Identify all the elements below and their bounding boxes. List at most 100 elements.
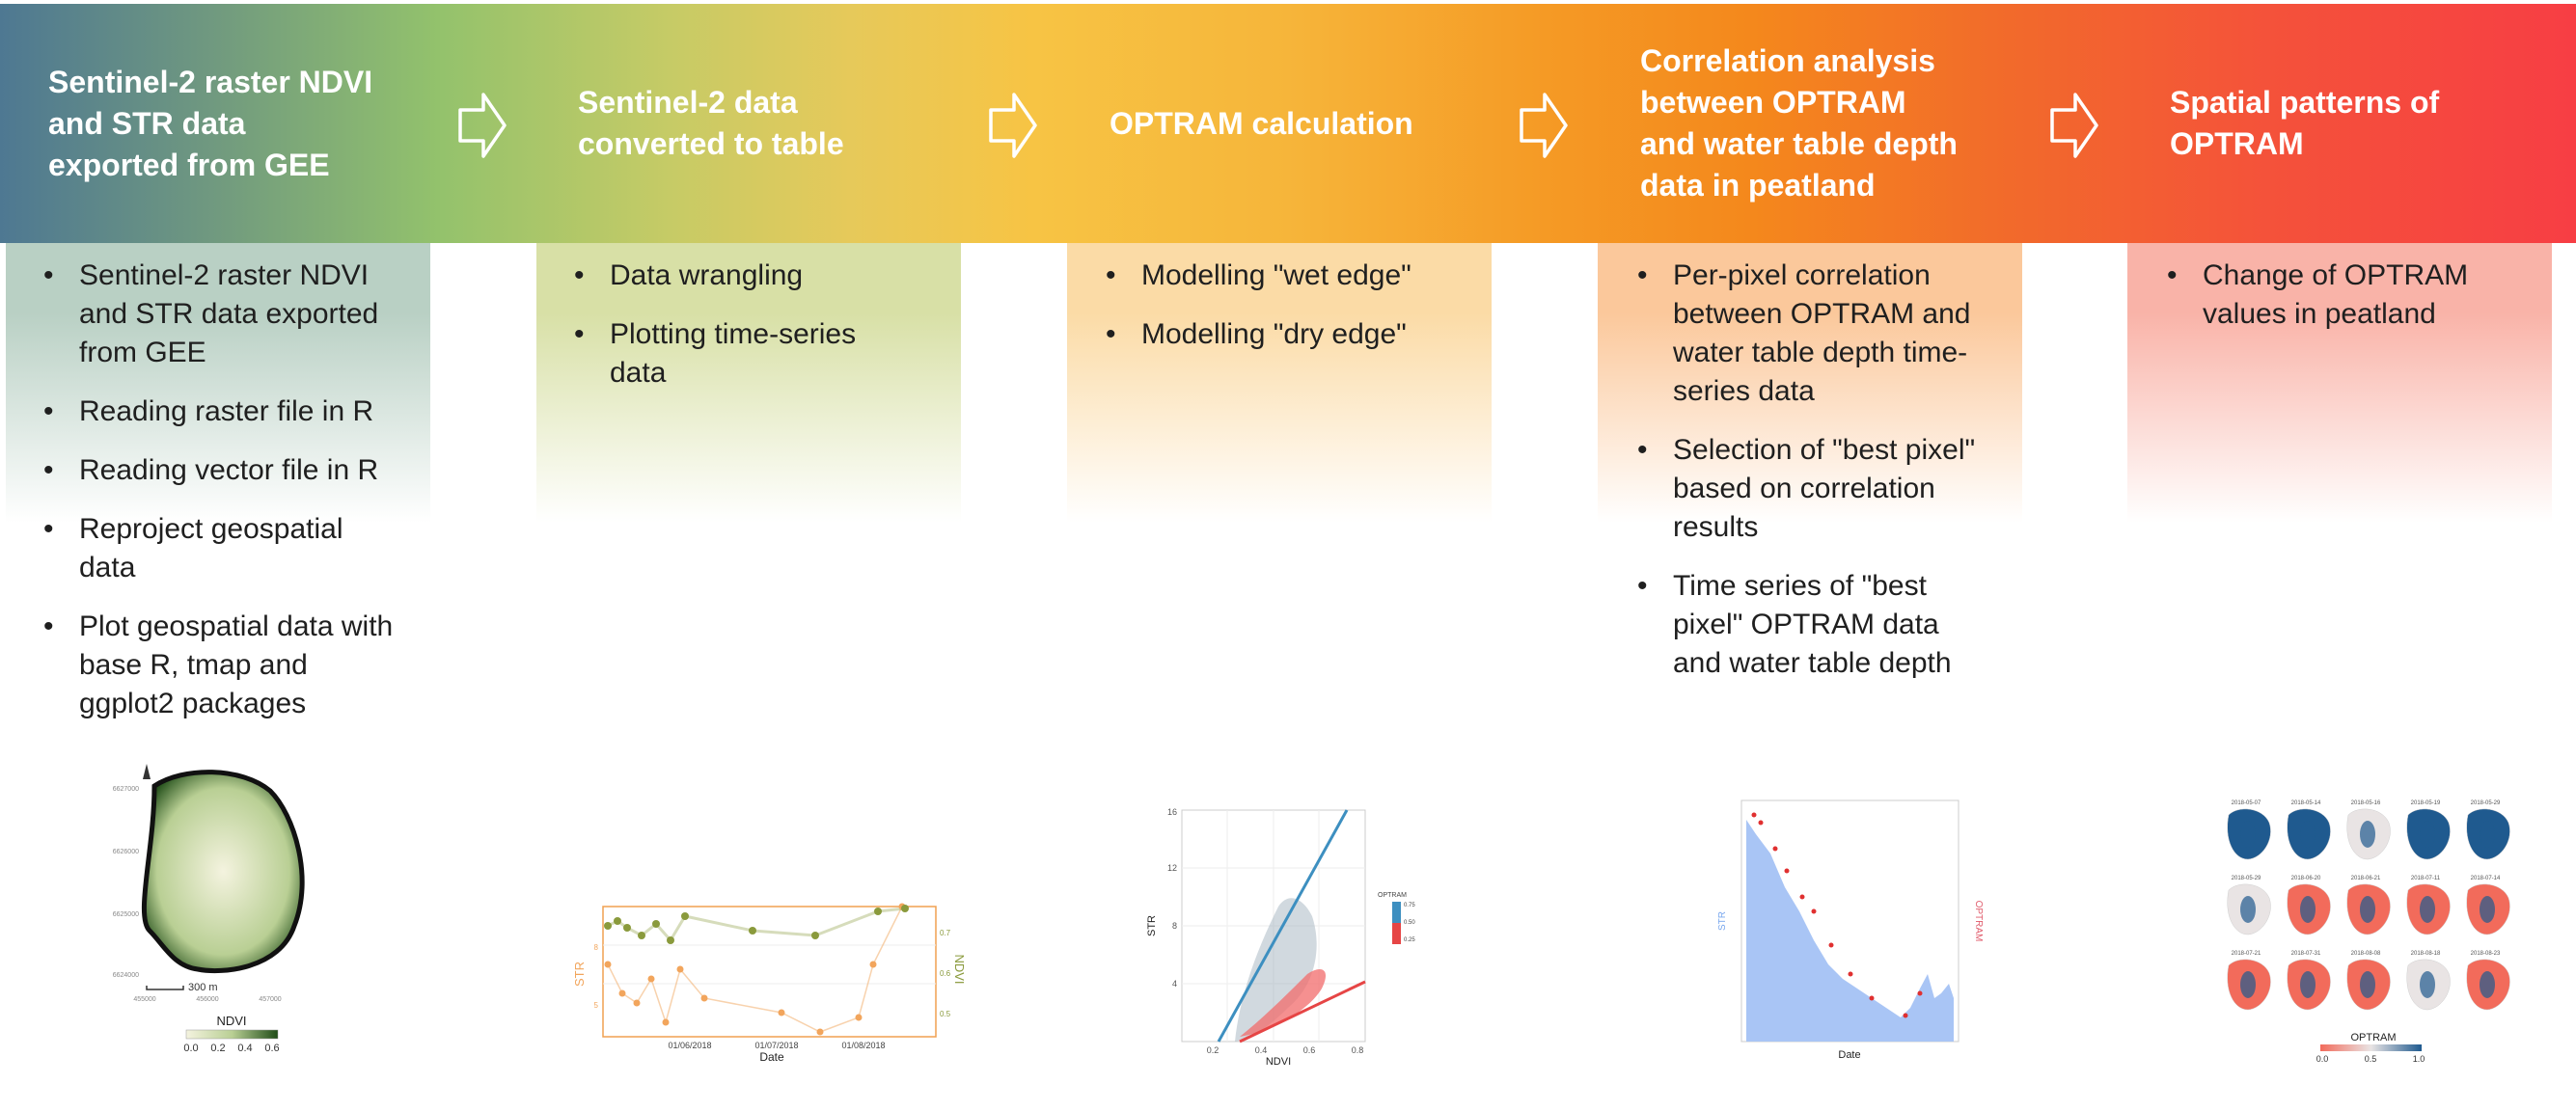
map-panel: 2018-05-07 xyxy=(2227,800,2271,860)
arrow-right-icon xyxy=(989,93,1037,158)
ndvi-point xyxy=(638,932,645,939)
str-point xyxy=(855,1014,863,1021)
data-cloud xyxy=(1235,898,1317,1042)
ndvi-map-thumbnail: 6627000 6626000 6625000 6624000 455000 4… xyxy=(113,764,305,1054)
peatland-outline xyxy=(141,770,305,974)
str-point xyxy=(778,1009,785,1016)
legend-tick: 0.6 xyxy=(264,1043,279,1054)
map-core xyxy=(2480,896,2495,923)
map-core xyxy=(2240,896,2256,923)
ndvi-point xyxy=(614,917,621,925)
legend-tick: 0.25 xyxy=(1404,937,1415,943)
map-date-label: 2018-05-07 xyxy=(2232,800,2261,806)
legend-tick: 0.0 xyxy=(2316,1054,2329,1064)
x-axis-label: NDVI xyxy=(1266,1056,1291,1068)
optram-point xyxy=(1903,1013,1908,1018)
legend-tick: 0.0 xyxy=(183,1043,198,1054)
bullet-item: Plotting time-series data xyxy=(574,315,912,393)
y-tick: 4 xyxy=(1172,979,1177,989)
map-date-label: 2018-08-18 xyxy=(2411,951,2441,957)
bullet-item: Reading raster file in R xyxy=(43,393,400,431)
legend-colorbar xyxy=(185,1029,279,1040)
x-tick: 455000 xyxy=(133,996,155,1003)
stage-3-title: OPTRAM calculation xyxy=(1110,105,1413,141)
map-core xyxy=(2300,971,2316,998)
map-panel: 2018-08-23 xyxy=(2466,951,2510,1011)
bullet-item: Modelling "dry edge" xyxy=(1106,315,1472,354)
x-axis-label: Date xyxy=(759,1050,784,1064)
dry-cloud xyxy=(1240,969,1327,1037)
stage-1-bullets: Sentinel-2 raster NDVI and STR data expo… xyxy=(43,257,400,744)
str-point xyxy=(604,961,612,968)
map-date-label: 2018-06-21 xyxy=(2351,876,2381,881)
str-point xyxy=(869,961,877,968)
map-panel: 2018-08-18 xyxy=(2406,951,2451,1011)
y-tick: 6624000 xyxy=(113,972,139,979)
bullet-item: Reading vector file in R xyxy=(43,451,400,490)
map-core xyxy=(2360,821,2375,848)
spatial-optram-maps-thumbnail: 2018-05-07 2018-05-14 2018-05-16 2018-05-19… xyxy=(2227,800,2510,1064)
str-point xyxy=(676,965,684,973)
dry-edge-line xyxy=(1239,980,1366,1043)
map-date-label: 2018-05-29 xyxy=(2232,876,2261,881)
map-date-label: 2018-07-14 xyxy=(2471,876,2501,881)
map-panel: 2018-07-14 xyxy=(2466,876,2510,935)
stage-5-title: Spatial patterns of OPTRAM xyxy=(2170,85,2440,161)
bullet-item: Reproject geospatial data xyxy=(43,510,400,587)
map-date-label: 2018-06-20 xyxy=(2291,876,2321,881)
x-tick: 01/07/2018 xyxy=(754,1041,798,1050)
map-date-label: 2018-07-21 xyxy=(2232,951,2261,957)
ndvi-point xyxy=(901,905,909,912)
x-tick: 0.4 xyxy=(1255,1045,1268,1055)
map-date-label: 2018-08-08 xyxy=(2351,951,2381,957)
map-date-label: 2018-05-14 xyxy=(2291,800,2321,806)
map-panel: 2018-06-20 xyxy=(2287,876,2331,935)
map-core xyxy=(2480,821,2495,848)
legend-title: OPTRAM xyxy=(2350,1032,2396,1043)
bullet-item: Per-pixel correlation between OPTRAM and… xyxy=(1637,257,1989,411)
map-panel: 2018-05-19 xyxy=(2406,800,2451,860)
map-core xyxy=(2480,971,2495,998)
str-point xyxy=(662,1018,670,1026)
map-panel: 2018-05-14 xyxy=(2287,800,2331,860)
ndvi-point xyxy=(604,922,612,930)
legend-tick: 0.2 xyxy=(210,1043,225,1054)
str-point xyxy=(700,994,708,1002)
arrow-right-icon xyxy=(2050,93,2098,158)
map-core xyxy=(2420,896,2435,923)
x-tick: 0.6 xyxy=(1303,1045,1316,1055)
y-tick: 8 xyxy=(1172,921,1177,931)
bullet-item: Change of OPTRAM values in peatland xyxy=(2167,257,2524,334)
optram-points xyxy=(1751,812,1923,1018)
map-date-label: 2018-05-29 xyxy=(2471,800,2501,806)
y-tick: 6625000 xyxy=(113,911,139,918)
right-axis-label: NDVI xyxy=(952,954,967,984)
wet-edge-line xyxy=(1217,809,1349,1043)
water-table-area xyxy=(1746,820,1954,1042)
ndvi-point xyxy=(874,908,882,915)
ndvi-point xyxy=(652,920,660,928)
map-core xyxy=(2300,896,2316,923)
y-axis-label: STR xyxy=(1146,915,1158,936)
ndvi-point xyxy=(681,912,689,920)
map-panel: 2018-05-29 xyxy=(2466,800,2510,860)
legend-title: OPTRAM xyxy=(1378,892,1407,899)
x-tick: 0.2 xyxy=(1207,1045,1219,1055)
legend-swatch xyxy=(1392,923,1401,944)
bullet-item: Time series of "best pixel" OPTRAM data … xyxy=(1637,567,1989,683)
left-tick: 5 xyxy=(594,1001,599,1010)
north-arrow-icon xyxy=(143,764,151,779)
arrow-right-icon xyxy=(458,93,507,158)
map-date-label: 2018-07-11 xyxy=(2411,876,2441,881)
str-point xyxy=(816,1028,824,1036)
optram-point xyxy=(1811,908,1817,914)
y-tick: 12 xyxy=(1167,863,1177,873)
workflow-banner xyxy=(0,4,2576,243)
left-axis-label: STR xyxy=(1717,911,1728,931)
optram-point xyxy=(1828,942,1834,948)
map-date-label: 2018-05-16 xyxy=(2351,800,2381,806)
optram-point xyxy=(1799,894,1805,900)
optram-point xyxy=(1917,990,1923,996)
scale-bar xyxy=(146,986,184,990)
stage-3-bullets: Modelling "wet edge" Modelling "dry edge… xyxy=(1106,257,1472,374)
